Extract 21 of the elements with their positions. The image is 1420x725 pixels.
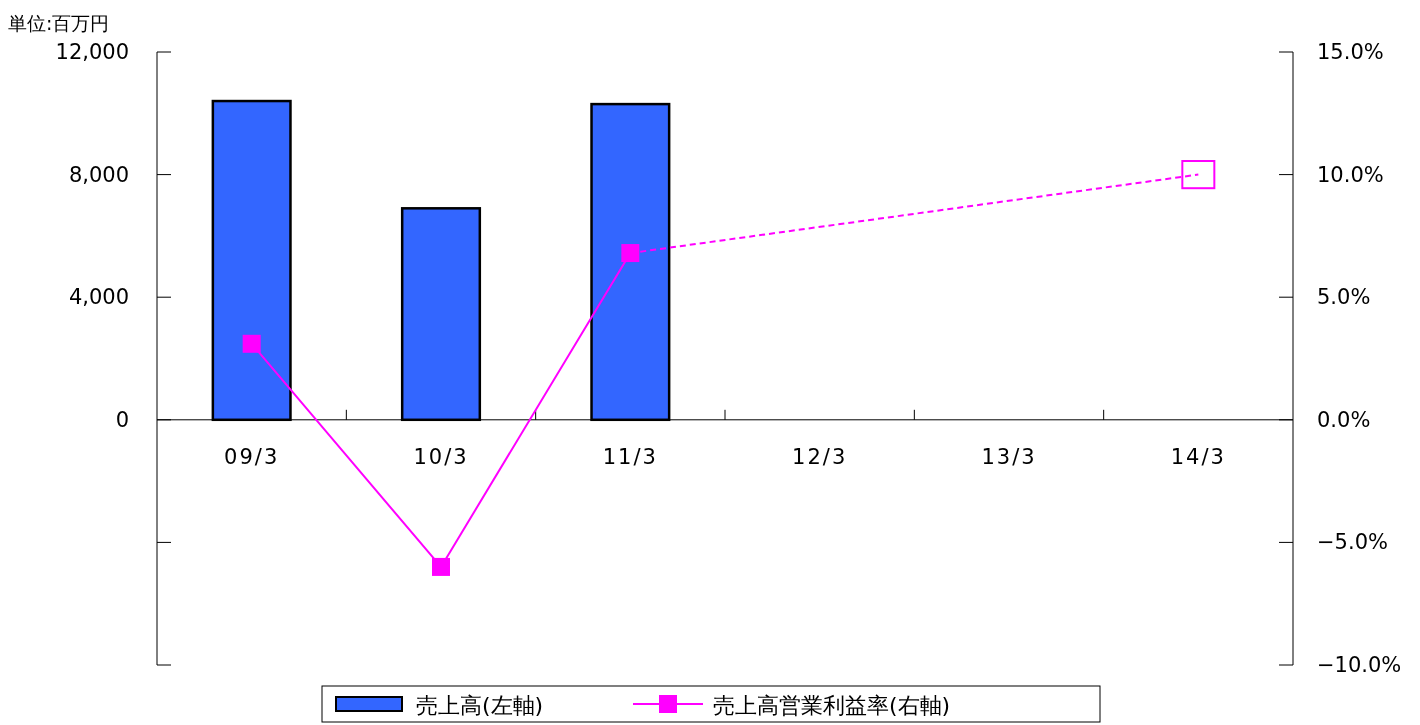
y-tick-label: 8,000: [68, 162, 129, 187]
y2-tick-label: 10.0%: [1317, 162, 1384, 187]
x-tick-label: 09/3: [224, 444, 280, 469]
y2-tick-label: 15.0%: [1317, 40, 1384, 64]
y-axis-title: 単位:百万円: [8, 12, 110, 34]
point: [242, 334, 261, 353]
x-tick-label: 12/3: [792, 444, 848, 469]
x-tick-label: 13/3: [981, 444, 1037, 469]
x-tick-label: 11/3: [602, 444, 658, 469]
legend-label: 売上高営業利益率(右軸): [713, 692, 951, 718]
x-tick-label: 14/3: [1170, 444, 1226, 469]
y2-tick-label: 0.0%: [1317, 407, 1371, 432]
point: [432, 557, 450, 576]
y2-tick-label: −5.0%: [1317, 530, 1388, 555]
x-tick-label: 10/3: [413, 444, 469, 469]
y-tick-label: 12,000: [55, 40, 129, 64]
legend-label: 売上高(左軸): [416, 692, 544, 718]
y-tick-label: 4,000: [68, 285, 129, 310]
y-tick-label: 0: [115, 407, 129, 432]
y2-tick-label: −10.0%: [1317, 653, 1402, 677]
y2-tick-label: 5.0%: [1317, 285, 1371, 310]
